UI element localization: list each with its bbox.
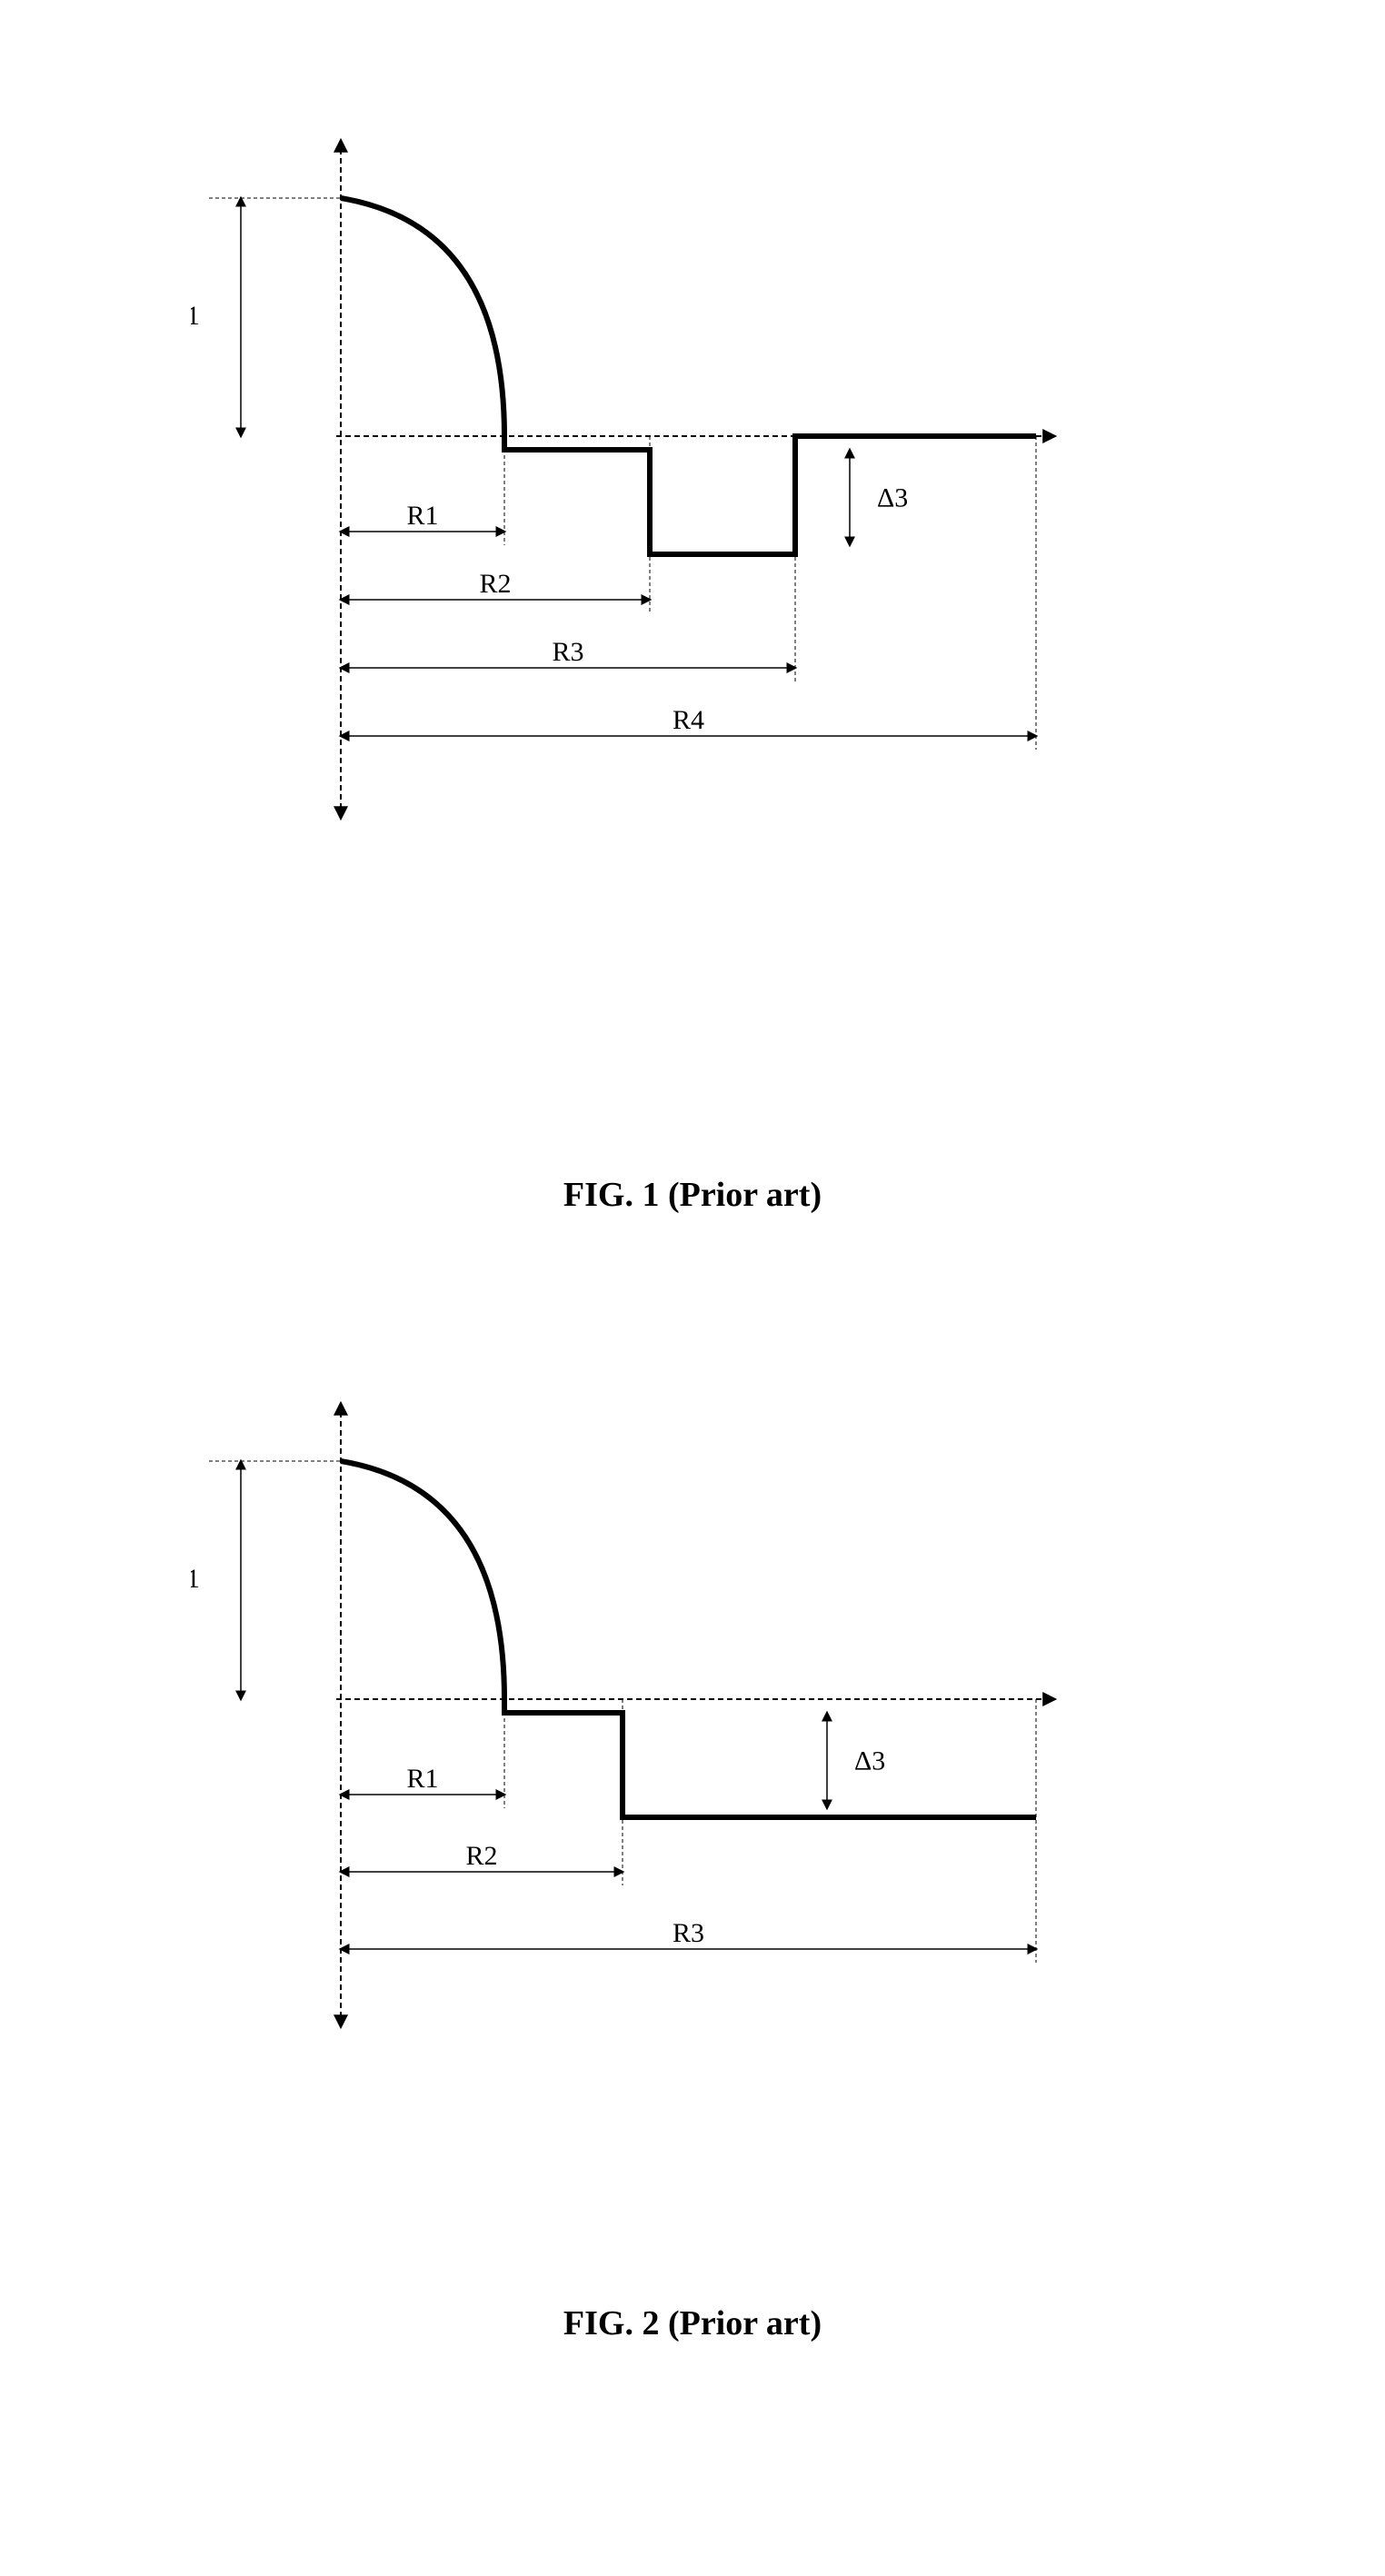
svg-text:Δ3: Δ3 [877,483,908,513]
svg-text:R1: R1 [406,1764,438,1794]
figure-2-caption: FIG. 2 (Prior art) [0,2303,1385,2343]
figure-1-caption: FIG. 1 (Prior art) [0,1175,1385,1215]
svg-text:R2: R2 [465,1841,497,1871]
svg-text:R3: R3 [552,637,583,667]
svg-text:Δ1: Δ1 [191,1564,200,1594]
svg-text:Δ3: Δ3 [854,1746,885,1776]
svg-text:R2: R2 [479,569,511,599]
svg-text:R3: R3 [673,1918,704,1948]
svg-text:Δ1: Δ1 [191,301,200,331]
svg-text:R4: R4 [673,705,704,735]
figure-1: Δ1 Δ3 R1 R2 R3 R4 [191,127,1118,840]
svg-text:R1: R1 [406,501,438,531]
figure-2: Δ1 Δ3 R1 R2 R3 [191,1390,1118,2049]
